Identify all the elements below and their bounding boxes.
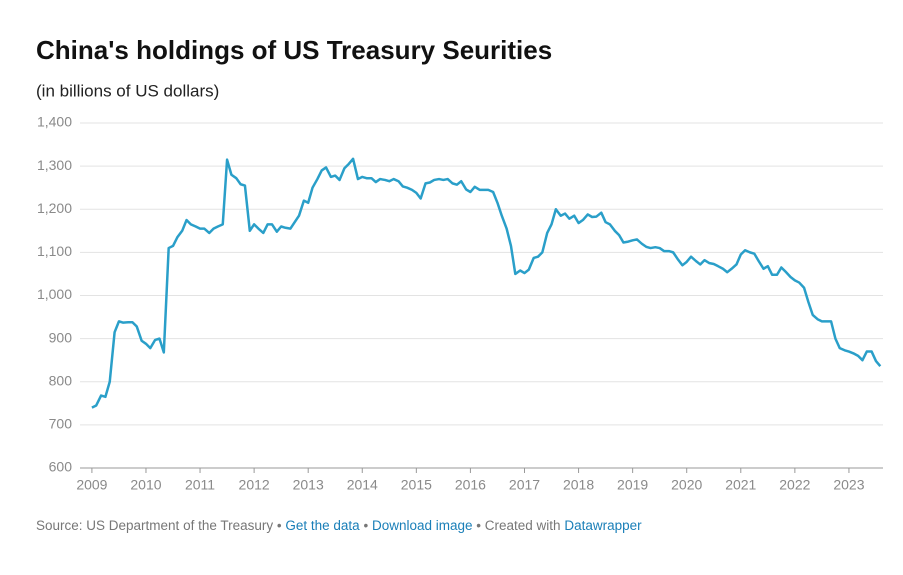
y-tick-label: 1,100 <box>37 243 72 259</box>
y-tick-label: 1,200 <box>37 200 72 216</box>
credit: Created with <box>484 518 561 533</box>
y-tick-label: 1,400 <box>37 114 72 130</box>
download-image-link[interactable]: Download image <box>371 518 473 533</box>
y-tick-label: 1,000 <box>37 286 72 302</box>
x-tick-label: 2021 <box>725 477 756 493</box>
data-line <box>91 157 882 409</box>
chart-title: China's holdings of US Treasury Seuritie… <box>36 35 552 65</box>
y-tick-label: 900 <box>49 329 73 345</box>
chart-subtitle: (in billions of US dollars) <box>36 81 219 100</box>
y-tick-label: 700 <box>49 416 73 432</box>
y-tick-label: 1,300 <box>37 157 72 173</box>
y-tick-label: 800 <box>49 372 73 388</box>
x-tick-label: 2013 <box>293 477 324 493</box>
x-tick-label: 2011 <box>185 477 215 493</box>
source: Source: US Department of the Treasury <box>36 518 274 533</box>
x-tick-label: 2010 <box>130 477 161 493</box>
x-tick-label: 2017 <box>509 477 540 493</box>
x-tick-label: 2020 <box>671 477 702 493</box>
datawrapper-link[interactable]: Datawrapper <box>564 518 642 533</box>
x-tick-label: 2016 <box>455 477 486 493</box>
x-tick-label: 2023 <box>833 477 864 493</box>
x-tick-label: 2018 <box>563 477 594 493</box>
x-tick-label: 2022 <box>779 477 810 493</box>
x-tick-label: 2014 <box>347 477 378 493</box>
separator: • <box>476 518 482 533</box>
y-tick-label: 600 <box>49 459 73 475</box>
x-tick-label: 2015 <box>401 477 432 493</box>
footer: Source: US Department of the Treasury • … <box>36 518 642 533</box>
separator: • <box>363 518 369 533</box>
chart: China's holdings of US Treasury Seuritie… <box>36 35 883 493</box>
x-tick-label: 2009 <box>76 477 107 493</box>
separator: • <box>276 518 282 533</box>
x-tick-label: 2012 <box>239 477 270 493</box>
x-tick-label: 2019 <box>617 477 648 493</box>
get-data-link[interactable]: Get the data <box>285 518 360 533</box>
